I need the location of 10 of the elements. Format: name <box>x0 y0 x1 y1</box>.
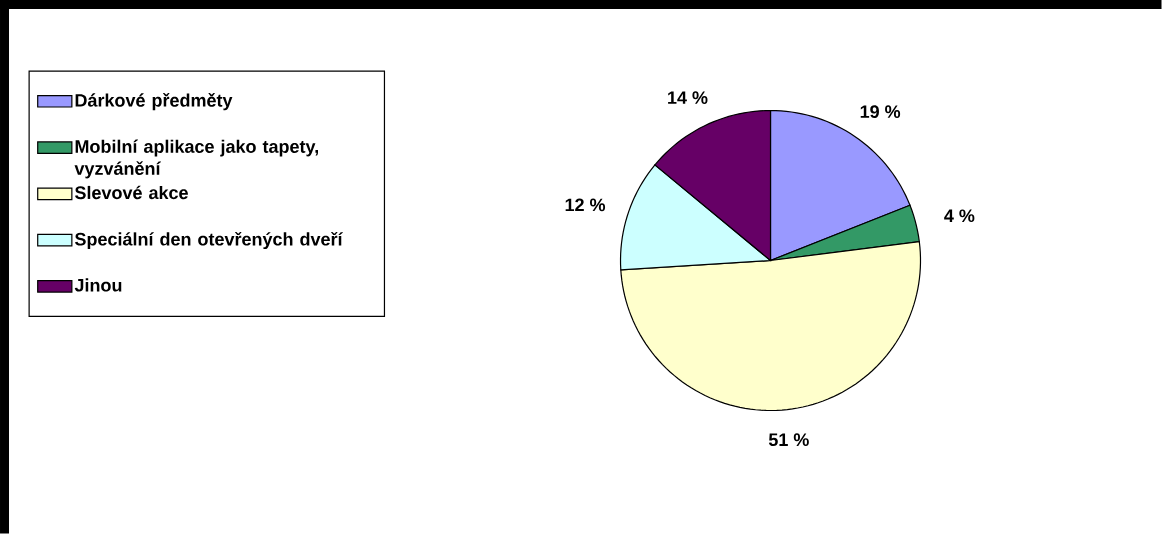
data-label: 12 % <box>565 198 606 212</box>
data-label: 14 % <box>668 91 708 104</box>
legend-label: Jinou <box>74 278 122 292</box>
legend-label: Dárkové předměty <box>75 93 233 111</box>
legend-label: Speciální den otevřených dveří <box>74 231 344 250</box>
data-label: 4 % <box>944 209 975 223</box>
legend-label: Slevové akce <box>74 185 188 200</box>
data-label: 19 % <box>860 105 901 119</box>
data-label: 51 % <box>768 433 809 447</box>
legend-label: Mobilní aplikace jako tapety, vyzvánění <box>74 139 318 179</box>
